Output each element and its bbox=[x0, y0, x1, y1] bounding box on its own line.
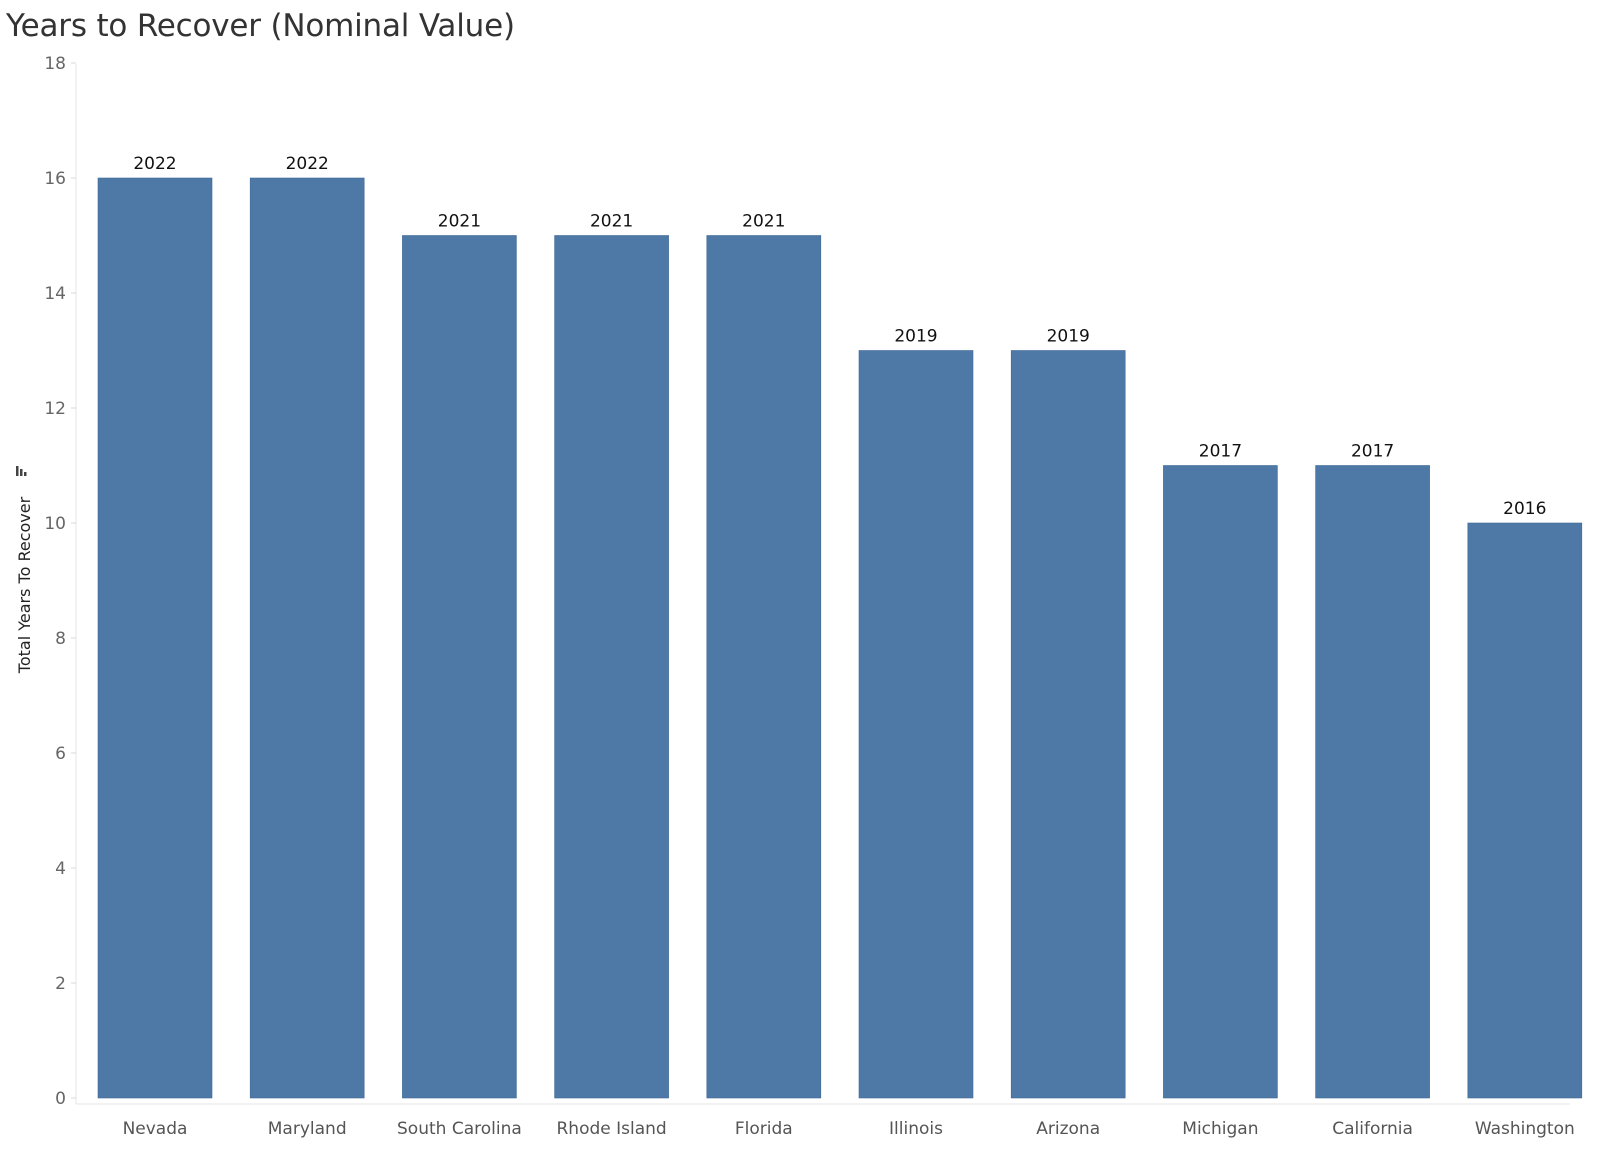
bar-rhode-island[interactable] bbox=[554, 235, 669, 1099]
y-tick-label: 6 bbox=[55, 744, 66, 764]
y-axis-title-group: Total Years To Recover bbox=[15, 466, 34, 674]
data-label: 2019 bbox=[894, 327, 937, 347]
x-tick-label: South Carolina bbox=[397, 1119, 522, 1139]
y-tick-label: 10 bbox=[44, 514, 66, 534]
bar-washington[interactable] bbox=[1467, 522, 1583, 1099]
chart-title: Years to Recover (Nominal Value) bbox=[6, 8, 515, 44]
bar-michigan[interactable] bbox=[1163, 465, 1278, 1099]
x-tick-label: Michigan bbox=[1182, 1119, 1258, 1139]
x-tick-label: Arizona bbox=[1036, 1119, 1100, 1139]
y-tick-label: 4 bbox=[55, 859, 66, 879]
bar-california[interactable] bbox=[1315, 465, 1430, 1099]
x-tick-label: Rhode Island bbox=[556, 1119, 666, 1139]
data-label: 2017 bbox=[1351, 442, 1394, 462]
x-tick-label: California bbox=[1332, 1119, 1413, 1139]
data-label: 2021 bbox=[438, 212, 481, 232]
bar-south-carolina[interactable] bbox=[402, 235, 517, 1099]
x-tick-label: Illinois bbox=[889, 1119, 943, 1139]
y-tick-label: 8 bbox=[55, 629, 66, 649]
bar-illinois[interactable] bbox=[858, 350, 974, 1099]
y-tick-label: 16 bbox=[44, 169, 66, 189]
y-tick-label: 12 bbox=[44, 399, 66, 419]
y-tick-label: 14 bbox=[44, 284, 66, 304]
y-tick-label: 18 bbox=[44, 54, 66, 74]
y-tick-label: 0 bbox=[55, 1089, 66, 1109]
bars: 2022 2022 2021 2021 2021 2019 2019 2017 2017 2016 bbox=[97, 154, 1583, 1099]
sort-descending-icon[interactable] bbox=[16, 466, 27, 476]
bar-maryland[interactable] bbox=[249, 177, 365, 1099]
x-tick-label: Nevada bbox=[123, 1119, 188, 1139]
bar-nevada[interactable] bbox=[97, 177, 213, 1099]
data-label: 2017 bbox=[1199, 442, 1242, 462]
data-label: 2022 bbox=[133, 154, 176, 174]
data-label: 2016 bbox=[1503, 499, 1546, 519]
data-label: 2022 bbox=[286, 154, 329, 174]
bar-florida[interactable] bbox=[706, 235, 822, 1099]
y-tick-label: 2 bbox=[55, 974, 66, 994]
x-axis: Nevada Maryland South Carolina Rhode Island… bbox=[76, 1103, 1575, 1139]
bar-arizona[interactable] bbox=[1010, 350, 1126, 1099]
data-label: 2021 bbox=[590, 212, 633, 232]
y-axis: 0 2 4 6 8 10 12 14 16 18 bbox=[44, 54, 77, 1109]
data-label: 2021 bbox=[742, 212, 785, 232]
y-axis-title: Total Years To Recover bbox=[15, 496, 34, 674]
x-tick-label: Maryland bbox=[268, 1119, 347, 1139]
x-tick-label: Washington bbox=[1475, 1119, 1575, 1139]
data-label: 2019 bbox=[1047, 327, 1090, 347]
x-tick-label: Florida bbox=[735, 1119, 793, 1139]
